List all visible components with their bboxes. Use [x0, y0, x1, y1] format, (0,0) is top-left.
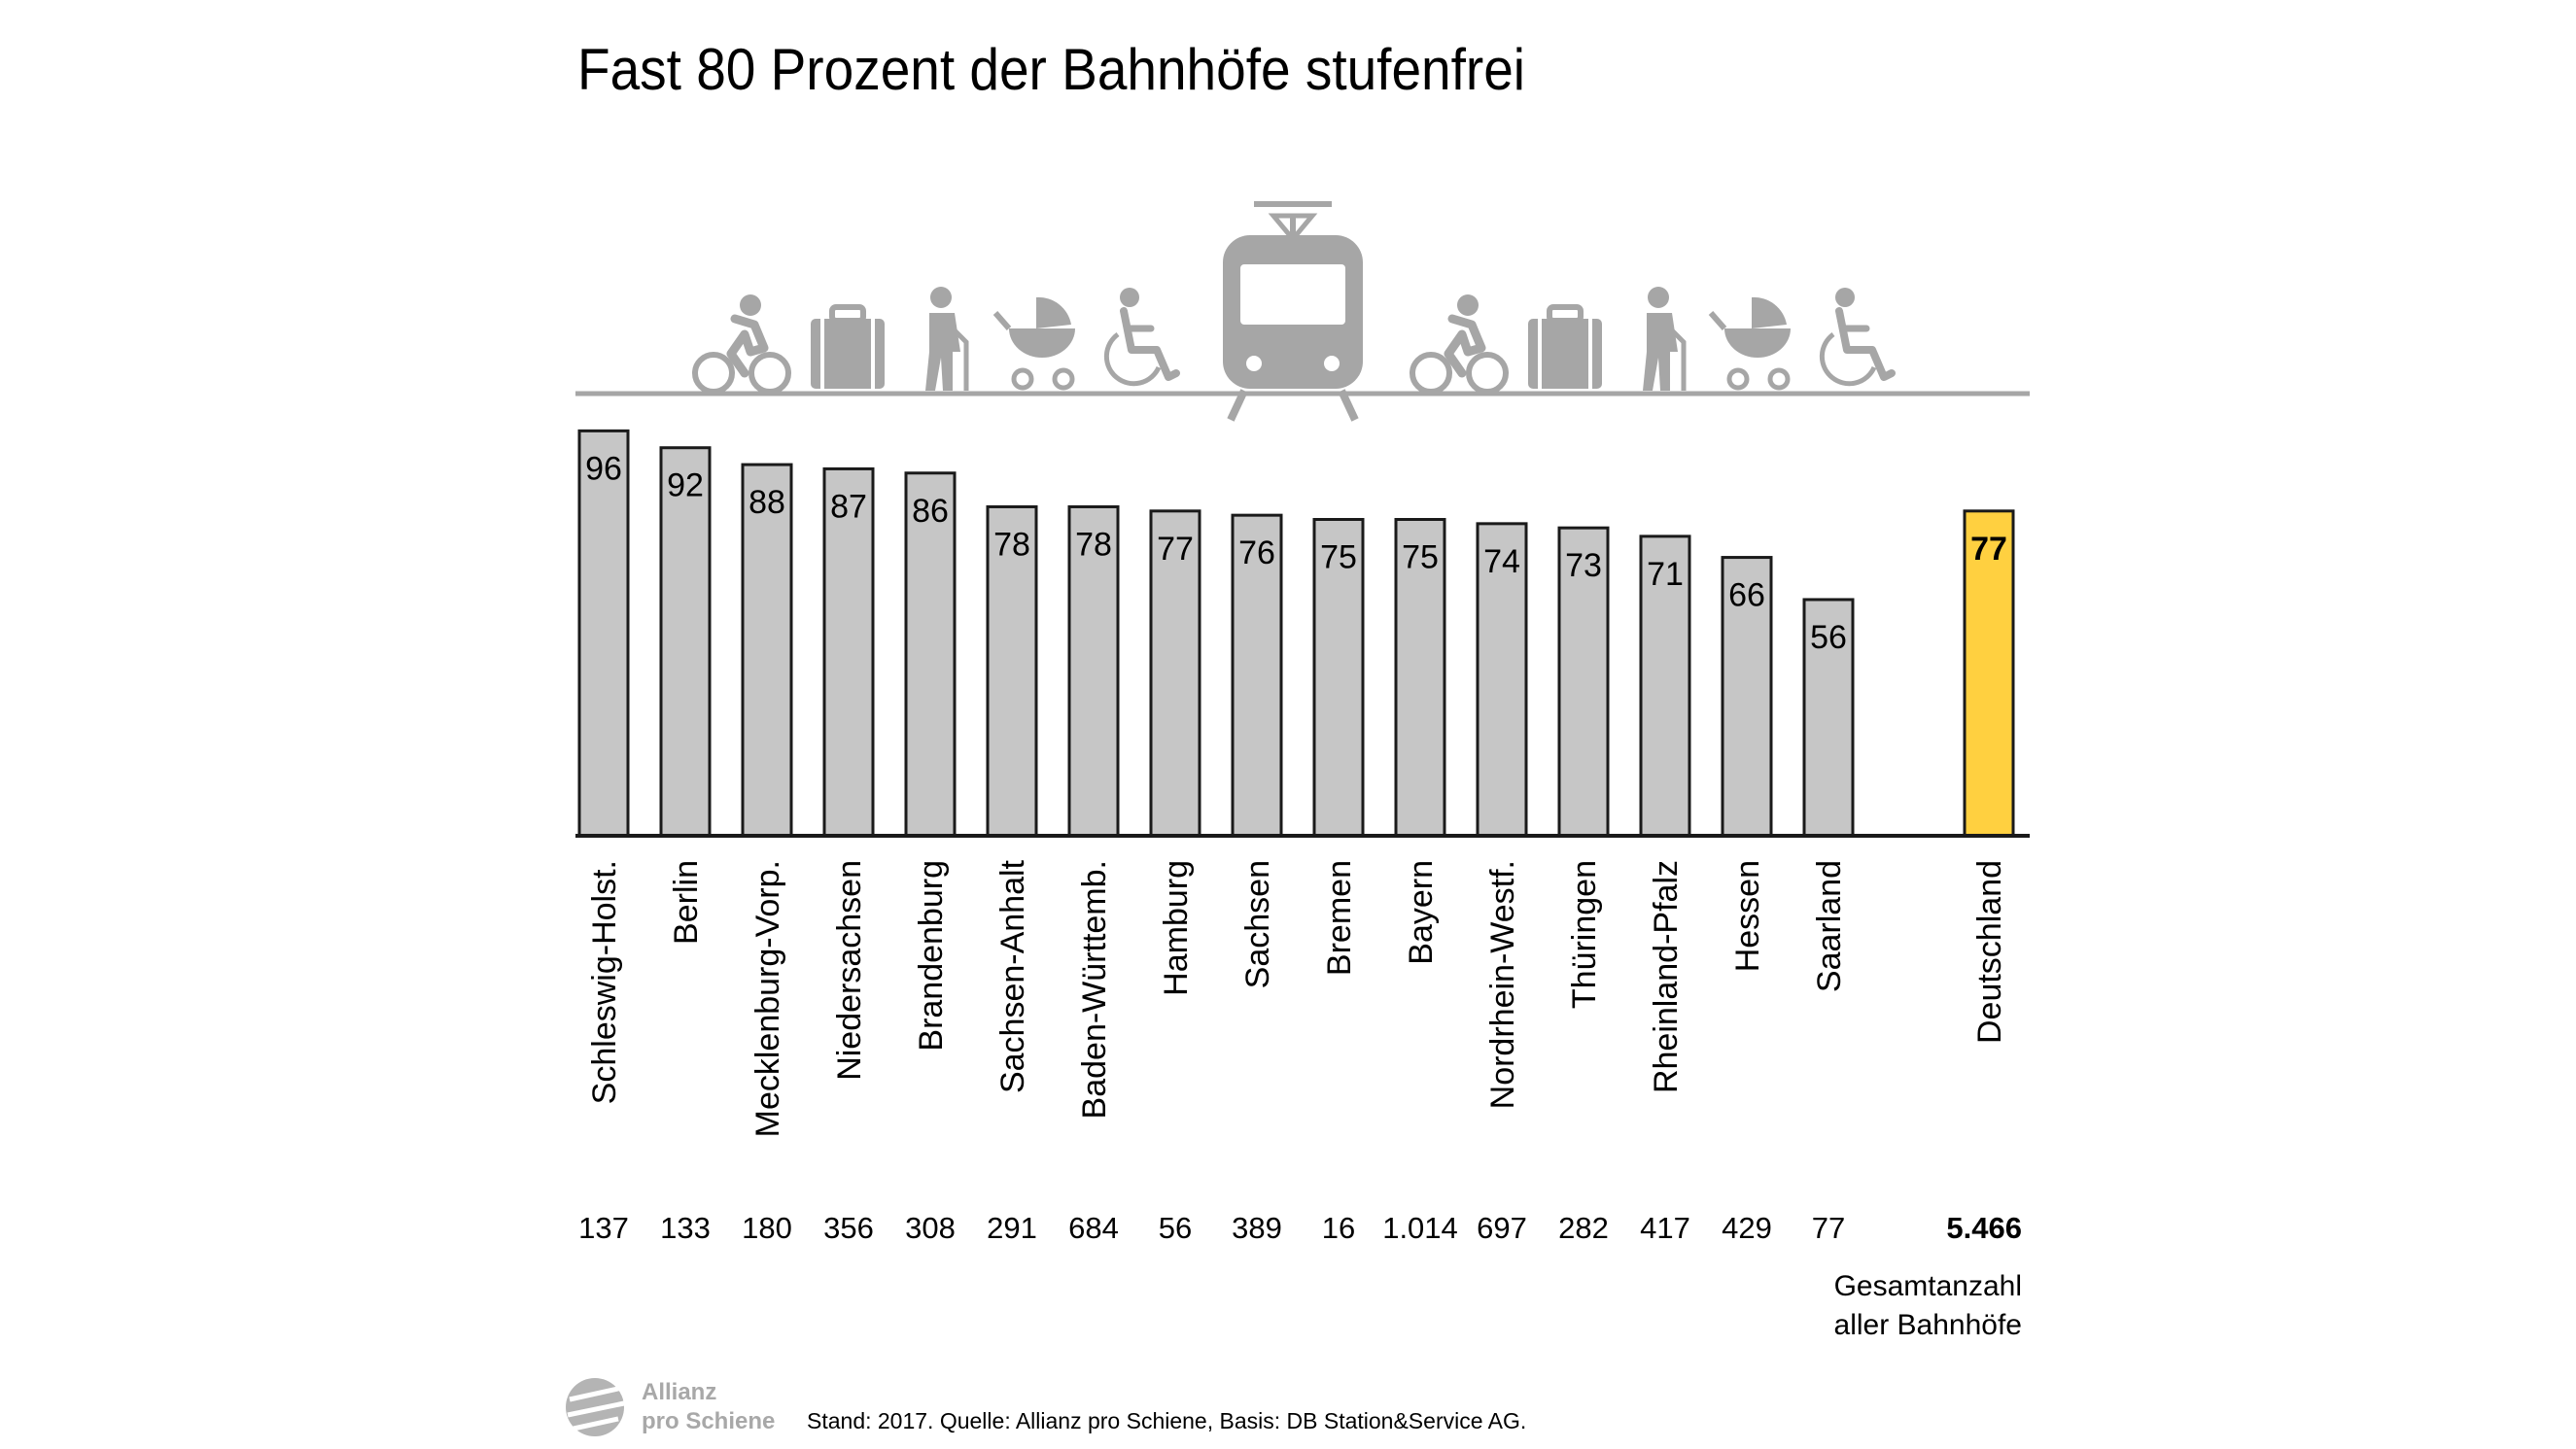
value-label-13: 71 [1647, 556, 1684, 593]
value-label-16: 77 [1970, 531, 2007, 568]
station-count-labels: 137 133 180 356 308 291 684 56 389 16 1.014 697 282 4… [578, 1211, 2022, 1245]
station-count-11: 697 [1477, 1211, 1527, 1245]
value-label-2: 88 [748, 484, 785, 521]
station-count-6: 684 [1068, 1211, 1119, 1245]
category-label-7: Hamburg [1158, 860, 1195, 996]
bar-10 [1394, 518, 1446, 838]
value-label-7: 77 [1157, 531, 1194, 568]
value-label-1: 92 [667, 467, 704, 504]
station-count-13: 417 [1640, 1211, 1690, 1245]
bar-16 [1963, 509, 2015, 838]
category-label-2: Mecklenburg-Vorp. [749, 860, 786, 1137]
station-count-4: 308 [905, 1211, 956, 1245]
value-label-9: 75 [1320, 539, 1357, 576]
station-count-1: 133 [660, 1211, 711, 1245]
category-label-11: Nordrhein-Westf. [1484, 860, 1521, 1109]
station-count-14: 429 [1722, 1211, 1772, 1245]
station-count-5: 291 [987, 1211, 1037, 1245]
station-count-2: 180 [742, 1211, 792, 1245]
category-label-6: Baden-Württemb. [1076, 860, 1113, 1119]
bar-8 [1231, 513, 1283, 838]
bar-5 [986, 504, 1038, 838]
value-label-0: 96 [585, 450, 622, 487]
bars [577, 429, 2015, 838]
category-label-13: Rheinland-Pfalz [1648, 860, 1685, 1093]
bar-2 [741, 463, 793, 838]
chart-title: Fast 80 Prozent der Bahnhöfe stufenfrei [577, 37, 1525, 102]
station-count-16: 5.466 [1946, 1211, 2022, 1245]
value-label-8: 76 [1238, 535, 1275, 571]
category-label-14: Hessen [1729, 860, 1766, 972]
value-label-14: 66 [1728, 577, 1765, 614]
category-label-12: Thüringen [1566, 860, 1603, 1009]
value-label-5: 78 [993, 526, 1030, 563]
train-icon [1223, 201, 1363, 422]
total-note-line2: aller Bahnhöfe [1834, 1309, 2022, 1341]
value-label-3: 87 [830, 488, 867, 525]
category-label-4: Brandenburg [913, 860, 950, 1052]
category-label-0: Schleswig-Holst. [586, 860, 623, 1104]
station-count-3: 356 [823, 1211, 874, 1245]
value-label-10: 75 [1402, 539, 1439, 576]
bar-12 [1557, 526, 1610, 838]
value-label-4: 86 [912, 493, 949, 530]
category-label-1: Berlin [668, 860, 705, 945]
allianz-pro-schiene-logo: Allianz pro Schiene [566, 1378, 775, 1436]
category-label-15: Saarland [1811, 860, 1848, 992]
category-label-9: Bremen [1321, 860, 1358, 976]
logo-line1: Allianz [642, 1379, 716, 1405]
value-labels: 96 92 88 87 86 78 78 77 76 75 75 74 73 71 66 56 77 [585, 450, 2007, 656]
bar-9 [1312, 518, 1365, 838]
value-label-12: 73 [1565, 547, 1602, 584]
station-count-0: 137 [578, 1211, 629, 1245]
station-count-15: 77 [1812, 1211, 1845, 1245]
source-note: Stand: 2017. Quelle: Allianz pro Schiene… [807, 1408, 1526, 1433]
bar-7 [1149, 509, 1201, 838]
value-label-15: 56 [1810, 619, 1847, 656]
station-count-8: 389 [1232, 1211, 1282, 1245]
category-label-8: Sachsen [1239, 860, 1276, 988]
bar-14 [1721, 556, 1773, 838]
bar-1 [659, 446, 712, 838]
station-count-7: 56 [1159, 1211, 1192, 1245]
category-label-10: Bayern [1403, 860, 1440, 965]
value-label-6: 78 [1075, 526, 1112, 563]
category-label-5: Sachsen-Anhalt [994, 859, 1031, 1093]
category-label-3: Niedersachsen [831, 860, 868, 1081]
category-label-16: Deutschland [1971, 860, 2008, 1044]
logo-line2: pro Schiene [642, 1408, 775, 1434]
bar-4 [904, 471, 957, 838]
station-count-10: 1.014 [1382, 1211, 1458, 1245]
bar-0 [577, 429, 630, 838]
total-note-line1: Gesamtanzahl [1834, 1270, 2022, 1302]
station-count-12: 282 [1558, 1211, 1609, 1245]
category-labels: Schleswig-Holst. Berlin Mecklenburg-Vorp. N… [586, 859, 2008, 1137]
bar-13 [1639, 535, 1691, 838]
station-count-9: 16 [1322, 1211, 1355, 1245]
value-label-11: 74 [1483, 543, 1520, 580]
